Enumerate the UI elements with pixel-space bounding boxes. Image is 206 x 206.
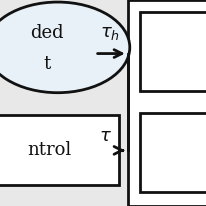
Bar (128, 0, 206, 206)
Ellipse shape (0, 2, 130, 93)
Text: ntrol: ntrol (27, 141, 71, 159)
Text: ded: ded (30, 24, 64, 42)
Bar (140, 113, 206, 192)
Bar (0, 115, 119, 185)
Text: t: t (44, 55, 51, 73)
Text: $\tau$: $\tau$ (99, 127, 111, 145)
Text: $\tau_h$: $\tau_h$ (100, 24, 120, 42)
Bar (140, 12, 206, 91)
